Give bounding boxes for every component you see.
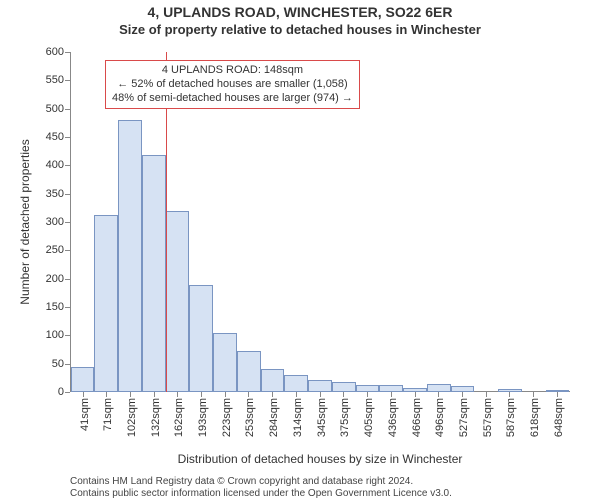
x-tick-label: 527sqm <box>454 398 470 437</box>
histogram-bar <box>71 367 95 393</box>
x-axis-label: Distribution of detached houses by size … <box>178 452 463 466</box>
x-tick-mark <box>438 392 439 397</box>
x-tick-label: 102sqm <box>122 398 138 437</box>
x-tick-mark <box>248 392 249 397</box>
y-tick-mark <box>65 335 70 336</box>
x-tick-label: 375sqm <box>335 398 351 437</box>
x-tick-mark <box>509 392 510 397</box>
annotation-line3: 48% of semi-detached houses are larger (… <box>112 92 353 106</box>
x-tick-label: 162sqm <box>169 398 185 437</box>
x-tick-label: 314sqm <box>288 398 304 437</box>
x-tick-mark <box>486 392 487 397</box>
x-tick-label: 436sqm <box>383 398 399 437</box>
x-tick-mark <box>367 392 368 397</box>
histogram-bar <box>213 333 237 393</box>
x-tick-mark <box>320 392 321 397</box>
histogram-bar <box>356 385 380 392</box>
annotation-box: 4 UPLANDS ROAD: 148sqm ← 52% of detached… <box>105 60 360 109</box>
x-tick-mark <box>154 392 155 397</box>
x-tick-label: 587sqm <box>501 398 517 437</box>
histogram-bar <box>403 388 427 392</box>
x-tick-mark <box>296 392 297 397</box>
x-tick-label: 223sqm <box>217 398 233 437</box>
x-tick-mark <box>415 392 416 397</box>
histogram-bar <box>118 120 142 392</box>
y-tick-mark <box>65 364 70 365</box>
x-tick-mark <box>201 392 202 397</box>
histogram-bar <box>166 211 190 392</box>
x-tick-mark <box>106 392 107 397</box>
footer-line1: Contains HM Land Registry data © Crown c… <box>70 476 452 488</box>
y-axis-label: Number of detached properties <box>18 139 32 304</box>
histogram-bar <box>498 389 522 392</box>
y-tick-mark <box>65 392 70 393</box>
histogram-bar <box>427 384 451 392</box>
histogram-bar <box>451 386 475 392</box>
x-tick-label: 648sqm <box>549 398 565 437</box>
annotation-line1: 4 UPLANDS ROAD: 148sqm <box>112 64 353 78</box>
x-tick-label: 41sqm <box>75 398 91 431</box>
x-tick-mark <box>533 392 534 397</box>
histogram-bar <box>284 375 308 392</box>
x-tick-label: 284sqm <box>264 398 280 437</box>
histogram-bar <box>308 380 332 392</box>
x-tick-mark <box>391 392 392 397</box>
y-tick-mark <box>65 165 70 166</box>
footer-attribution: Contains HM Land Registry data © Crown c… <box>70 476 452 500</box>
x-tick-mark <box>83 392 84 397</box>
y-tick-mark <box>65 137 70 138</box>
chart-subtitle: Size of property relative to detached ho… <box>0 22 600 37</box>
footer-line2: Contains public sector information licen… <box>70 488 452 500</box>
y-tick-mark <box>65 307 70 308</box>
x-tick-label: 618sqm <box>525 398 541 437</box>
y-tick-mark <box>65 279 70 280</box>
x-tick-mark <box>130 392 131 397</box>
histogram-bar <box>332 382 356 392</box>
y-tick-mark <box>65 80 70 81</box>
histogram-bar <box>546 390 570 392</box>
x-tick-label: 253sqm <box>240 398 256 437</box>
x-tick-mark <box>177 392 178 397</box>
y-tick-mark <box>65 250 70 251</box>
x-tick-label: 345sqm <box>312 398 328 437</box>
x-tick-mark <box>272 392 273 397</box>
histogram-bar <box>189 285 213 392</box>
x-tick-label: 496sqm <box>430 398 446 437</box>
x-tick-label: 193sqm <box>193 398 209 437</box>
x-tick-label: 405sqm <box>359 398 375 437</box>
histogram-bar <box>142 155 166 392</box>
x-tick-label: 71sqm <box>98 398 114 431</box>
y-tick-mark <box>65 109 70 110</box>
x-tick-label: 466sqm <box>407 398 423 437</box>
histogram-bar <box>237 351 261 392</box>
y-tick-mark <box>65 222 70 223</box>
histogram-bar <box>261 369 285 392</box>
page-title: 4, UPLANDS ROAD, WINCHESTER, SO22 6ER <box>0 4 600 20</box>
x-tick-mark <box>557 392 558 397</box>
histogram-bar <box>94 215 118 392</box>
annotation-line2: ← 52% of detached houses are smaller (1,… <box>112 78 353 92</box>
x-tick-mark <box>462 392 463 397</box>
x-tick-label: 557sqm <box>478 398 494 437</box>
y-tick-mark <box>65 52 70 53</box>
y-tick-mark <box>65 194 70 195</box>
x-tick-mark <box>343 392 344 397</box>
x-tick-mark <box>225 392 226 397</box>
histogram-bar <box>379 385 403 392</box>
x-tick-label: 132sqm <box>146 398 162 437</box>
